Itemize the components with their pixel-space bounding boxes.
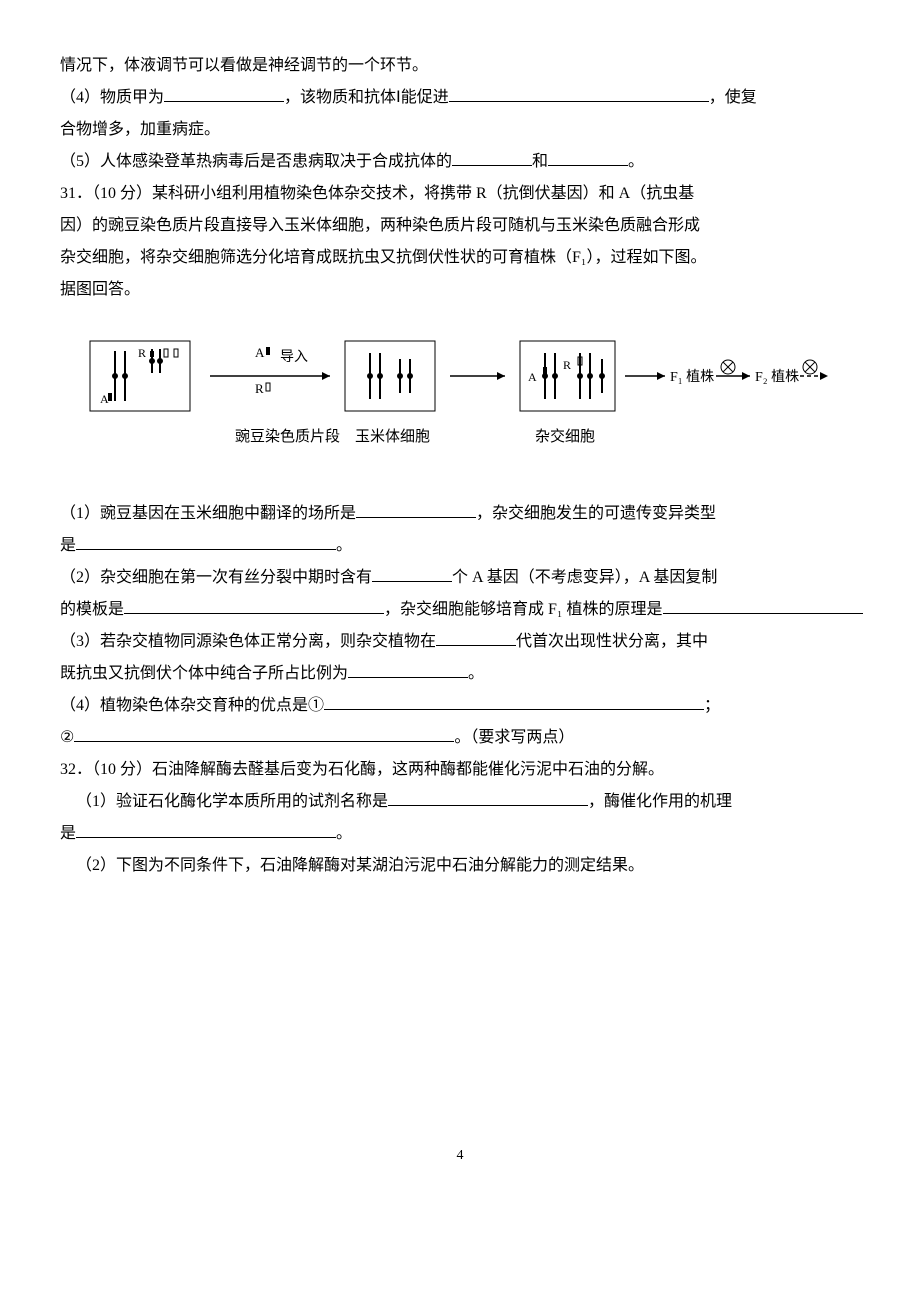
q31-4a: （4）植物染色体杂交育种的优点是① (60, 697, 324, 714)
q4-text-b: ，该物质和抗体Ⅰ能促进 (284, 89, 449, 106)
q32-1b: ，酶催化作用的机理 (588, 793, 732, 810)
q32-1c: 是 (60, 825, 76, 842)
q31-1a: （1）豌豆基因在玉米细胞中翻译的场所是 (60, 505, 356, 522)
page-number: 4 (60, 1142, 860, 1170)
q31-1c: 是 (60, 537, 76, 554)
q31-line2: 因）的豌豆染色质片段直接导入玉米体细胞，两种染色质片段可随机与玉米染色质融合形成 (60, 210, 860, 242)
blank-31-2-1 (372, 565, 452, 582)
q31-2c: 的模板是 (60, 601, 124, 618)
q32-1d: 。 (336, 825, 352, 842)
q32-1a: （1）验证石化酶化学本质所用的试剂名称是 (76, 793, 388, 810)
intro-line: 情况下，体液调节可以看做是神经调节的一个环节。 (60, 50, 860, 82)
q31-2-line2: 的模板是 ，杂交细胞能够培育成 F₁ 植株的原理是 (60, 594, 860, 626)
q31-2b: 个 A 基因（不考虑变异），A 基因复制 (452, 569, 717, 586)
label-F1: F₁ 植株 (670, 369, 714, 385)
q32-line: 32．（10 分）石油降解酶去醛基后变为石化酶，这两种酶都能催化污泥中石油的分解… (60, 754, 860, 786)
q31-2-line1: （2）杂交细胞在第一次有丝分裂中期时含有 个 A 基因（不考虑变异），A 基因复制 (60, 562, 860, 594)
label-R3: R (563, 358, 571, 372)
q31-4b: ； (704, 697, 720, 714)
q31-1-line2: 是。 (60, 530, 860, 562)
label-F2: F₂ 植株 (755, 369, 799, 385)
blank-31-4-2 (74, 725, 454, 742)
q32-1-line2: 是。 (60, 818, 860, 850)
q31-1d: 。 (336, 537, 352, 554)
q32-1-line1: （1）验证石化酶化学本质所用的试剂名称是 ，酶催化作用的机理 (60, 786, 860, 818)
blank-q5-1 (452, 149, 532, 166)
q5-line: （5）人体感染登革热病毒后是否患病取决于合成抗体的 和 。 (60, 146, 860, 178)
chromosome-diagram: A R A 导入 R A R (80, 331, 860, 483)
q5-text-b: 和 (532, 153, 548, 170)
blank-q4-2 (449, 85, 709, 102)
blank-q5-2 (548, 149, 628, 166)
q4-text-a: （4）物质甲为 (60, 89, 164, 106)
q31-4c: ② (60, 729, 74, 746)
blank-q4-1 (164, 85, 284, 102)
blank-31-3-2 (348, 661, 468, 678)
label-R1: R (138, 346, 146, 360)
q31-1b: ，杂交细胞发生的可遗传变异类型 (476, 505, 716, 522)
blank-31-2-2 (124, 597, 384, 614)
q4-text-c: ，使复 (709, 89, 757, 106)
q31-3-line1: （3）若杂交植物同源染色体正常分离，则杂交植物在 代首次出现性状分离，其中 (60, 626, 860, 658)
q31-2a: （2）杂交细胞在第一次有丝分裂中期时含有 (60, 569, 372, 586)
label-A2: A (255, 345, 265, 360)
q31-3c: 既抗虫又抗倒伏个体中纯合子所占比例为 (60, 665, 348, 682)
q5-text-c: 。 (628, 153, 644, 170)
blank-31-1-1 (356, 501, 476, 518)
label-corn: 玉米体细胞 (355, 428, 430, 445)
label-A3: A (528, 370, 537, 384)
label-hybrid: 杂交细胞 (535, 427, 595, 445)
label-R2: R (255, 381, 264, 396)
blank-32-1-1 (388, 789, 588, 806)
q31-4-line2: ② 。（要求写两点） (60, 722, 860, 754)
blank-31-3-1 (436, 629, 516, 646)
q31-line4: 据图回答。 (60, 274, 860, 306)
label-pea: 豌豆染色质片段 (235, 428, 340, 445)
q31-1-line1: （1）豌豆基因在玉米细胞中翻译的场所是 ，杂交细胞发生的可遗传变异类型 (60, 498, 860, 530)
q31-3d: 。 (468, 665, 484, 682)
q31-2d: ，杂交细胞能够培育成 F₁ 植株的原理是 (384, 601, 662, 618)
blank-31-1-2 (76, 533, 336, 550)
blank-31-4-1 (324, 693, 704, 710)
q31-line1: 31．（10 分）某科研小组利用植物染色体杂交技术，将携带 R（抗倒伏基因）和 … (60, 178, 860, 210)
q31-3a: （3）若杂交植物同源染色体正常分离，则杂交植物在 (60, 633, 436, 650)
diagram-svg: A R A 导入 R A R (80, 331, 830, 471)
q4-line1: （4）物质甲为 ，该物质和抗体Ⅰ能促进 ，使复 (60, 82, 860, 114)
q32-2-line: （2）下图为不同条件下，石油降解酶对某湖泊污泥中石油分解能力的测定结果。 (60, 850, 860, 882)
label-A1: A (100, 392, 109, 406)
q31-3-line2: 既抗虫又抗倒伏个体中纯合子所占比例为 。 (60, 658, 860, 690)
label-import: 导入 (280, 350, 308, 365)
q31-line3: 杂交细胞，将杂交细胞筛选分化培育成既抗虫又抗倒伏性状的可育植株（F₁），过程如下… (60, 242, 860, 274)
q31-4d: 。（要求写两点） (454, 729, 574, 746)
q31-3b: 代首次出现性状分离，其中 (516, 633, 708, 650)
blank-32-1-2 (76, 821, 336, 838)
q4-line2: 合物增多，加重病症。 (60, 114, 860, 146)
blank-31-2-3 (663, 597, 863, 614)
q5-text-a: （5）人体感染登革热病毒后是否患病取决于合成抗体的 (60, 153, 452, 170)
q31-4-line1: （4）植物染色体杂交育种的优点是① ； (60, 690, 860, 722)
